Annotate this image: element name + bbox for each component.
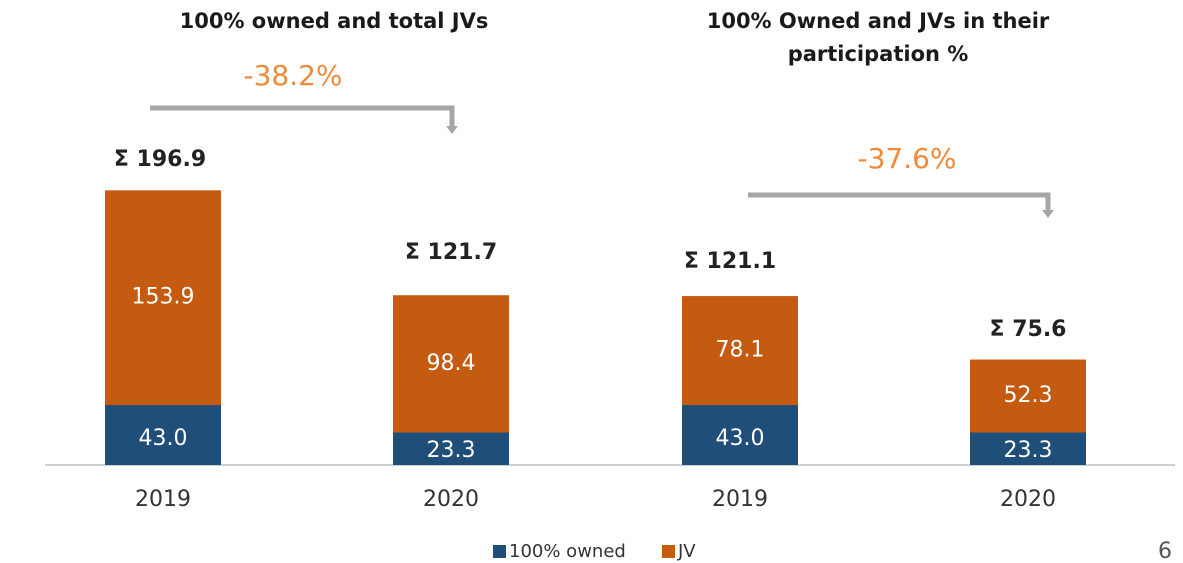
value-label: 153.9	[132, 285, 195, 310]
x-tick-label: 2020	[1000, 487, 1056, 512]
value-label: 43.0	[139, 426, 188, 451]
page-number: 6	[1158, 539, 1172, 563]
legend-label: 100% owned	[509, 541, 626, 562]
value-label: 98.4	[427, 351, 476, 376]
value-label: 78.1	[716, 338, 765, 363]
total-label: Σ 75.6	[990, 317, 1067, 342]
bar-segment	[682, 405, 798, 465]
total-label: Σ 196.9	[114, 147, 206, 172]
group-title: 100% owned and total JVs	[180, 9, 489, 33]
arrow-head	[1042, 210, 1054, 218]
legend-swatch	[493, 545, 506, 558]
bar-segment	[970, 359, 1086, 433]
group-title: 100% Owned and JVs in their	[707, 9, 1050, 33]
group-title: participation %	[788, 42, 969, 66]
change-label: -37.6%	[857, 142, 956, 175]
x-tick-label: 2019	[712, 487, 768, 512]
bar-segment	[970, 432, 1086, 465]
value-label: 52.3	[1004, 383, 1053, 408]
bar-segment	[393, 295, 509, 433]
change-bracket	[150, 105, 455, 130]
value-label: 23.3	[1004, 438, 1053, 463]
change-label: -38.2%	[243, 59, 342, 92]
change-bracket	[748, 192, 1051, 214]
x-tick-label: 2019	[135, 487, 191, 512]
total-label: Σ 121.7	[405, 240, 497, 265]
arrow-head	[446, 126, 458, 134]
bar-segment	[682, 296, 798, 406]
value-label: 23.3	[427, 438, 476, 463]
legend-swatch	[662, 545, 675, 558]
legend-label: JV	[677, 541, 696, 562]
bar-segment	[105, 190, 221, 406]
x-tick-label: 2020	[423, 487, 479, 512]
bar-segment	[393, 432, 509, 465]
bar-segment	[105, 405, 221, 465]
value-label: 43.0	[716, 426, 765, 451]
total-label: Σ 121.1	[684, 249, 776, 274]
